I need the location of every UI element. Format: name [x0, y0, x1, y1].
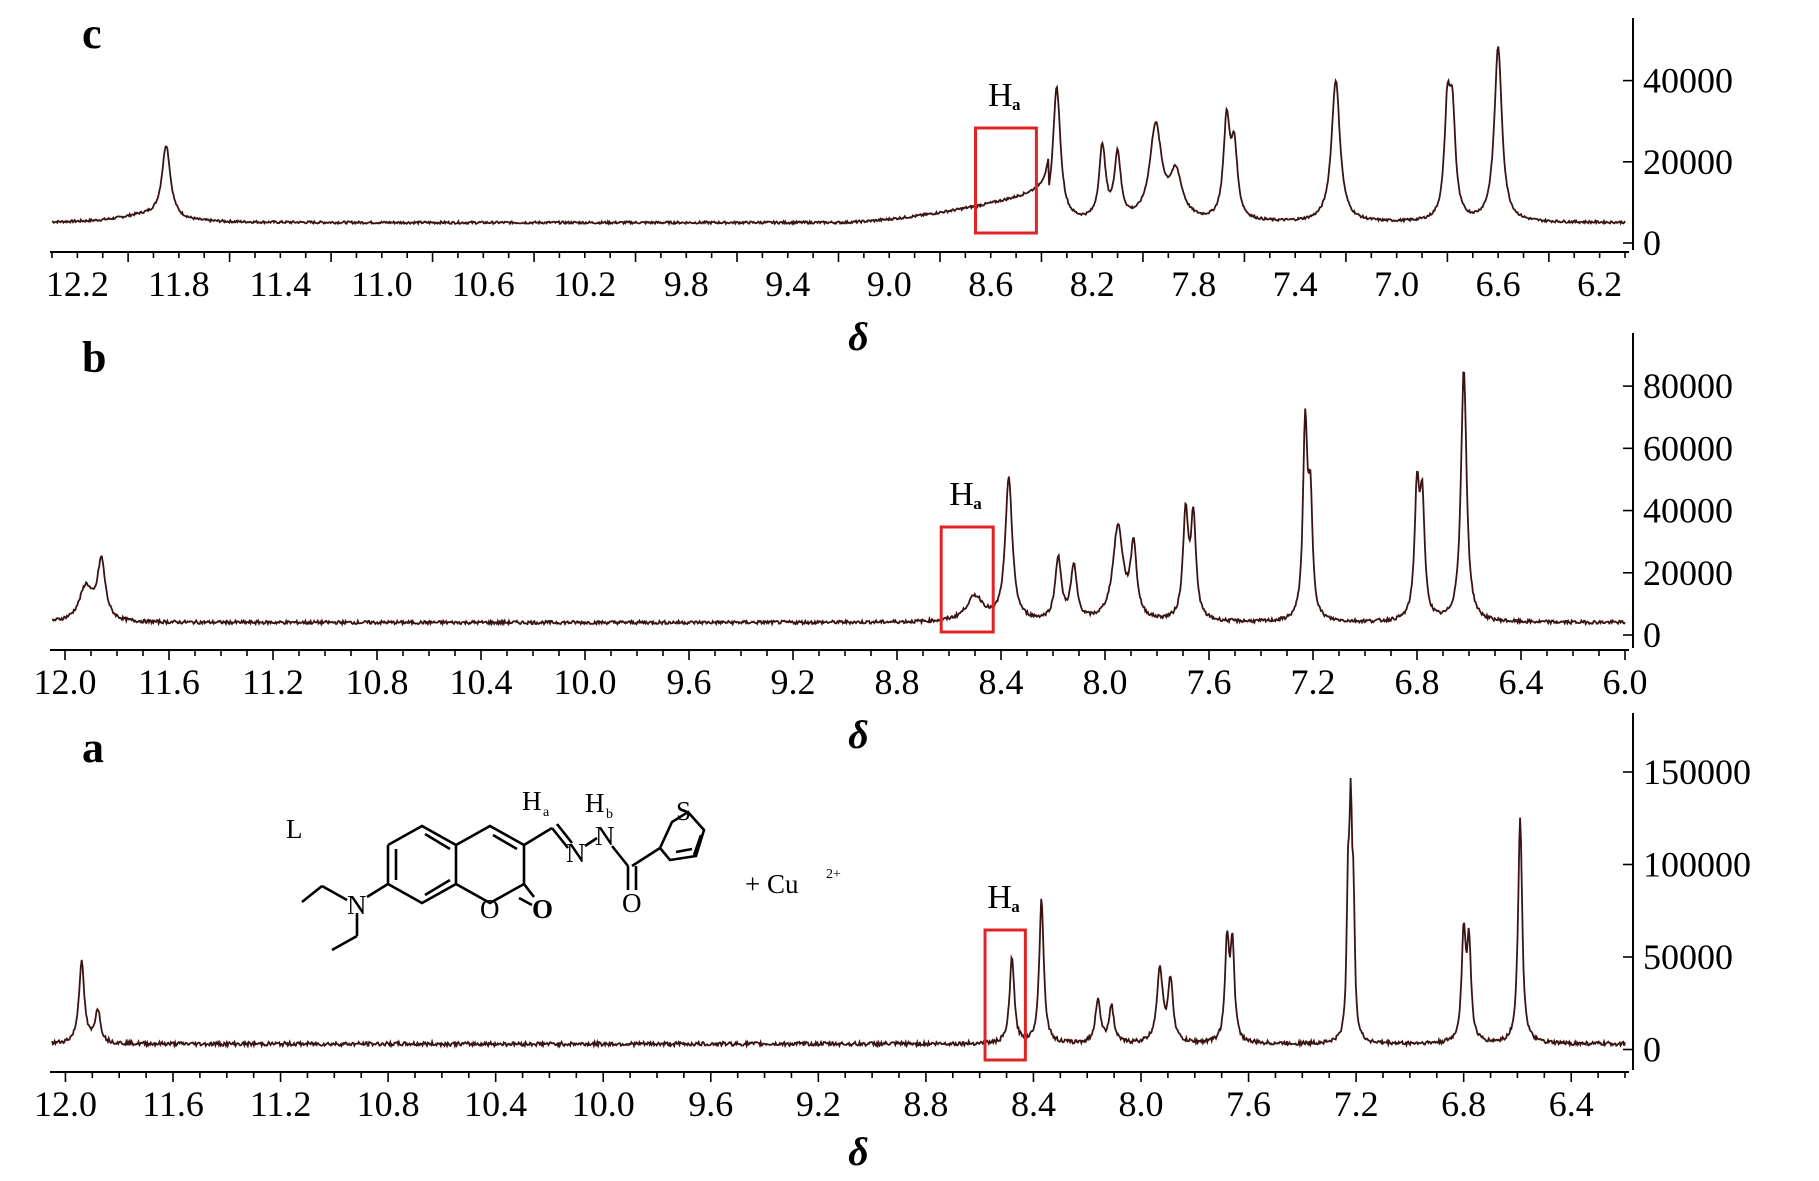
atom-hb-sub: b: [606, 807, 613, 822]
x-tick-label: 9.2: [771, 662, 816, 702]
x-tick-label: 9.8: [664, 264, 709, 304]
atom-ha-sub: a: [543, 805, 550, 820]
x-tick-label: 10.6: [452, 264, 515, 304]
y-tick-label: 20000: [1643, 553, 1733, 593]
ha-annotation: H: [949, 476, 974, 513]
y-tick-label: 40000: [1643, 491, 1733, 531]
x-tick-label: 10.8: [357, 1084, 420, 1124]
y-tick-label: 0: [1643, 223, 1661, 263]
x-tick-label: 7.0: [1374, 264, 1419, 304]
x-tick-label: 9.4: [765, 264, 810, 304]
atom-o-ring: O: [480, 894, 500, 924]
atom-n-imine: N: [566, 838, 586, 868]
y-tick-label: 150000: [1643, 752, 1751, 792]
x-tick-label: 8.0: [1083, 662, 1128, 702]
atom-o-amide: O: [622, 888, 642, 918]
ha-highlight-box: [939, 525, 995, 634]
ha-annotation-sub: a: [1011, 897, 1020, 916]
panel-a: a 12.0 11.6 11.2 10.8 10.4 10.0 9.6 9.2 8.8 8.4 8.0…: [34, 713, 1751, 1174]
chemical-structure: L: [286, 786, 841, 952]
atom-n-amide: N: [595, 821, 615, 851]
x-tick-label: 8.4: [1011, 1084, 1056, 1124]
structure-bonds: [301, 810, 706, 952]
x-tick-label: 10.4: [450, 662, 513, 702]
atom-o-carbonyl: O: [532, 894, 553, 924]
x-tick-label: 10.0: [554, 662, 617, 702]
y-tick-label: 0: [1643, 615, 1661, 655]
x-axis-label: δ: [848, 712, 869, 757]
x-tick-label: 10.2: [553, 264, 616, 304]
x-axis-label: δ: [848, 314, 869, 359]
x-tick-label: 9.2: [796, 1084, 841, 1124]
y-tick-label: 50000: [1643, 937, 1733, 977]
y-tick-label: 80000: [1643, 366, 1733, 406]
x-tick-label: 8.2: [1070, 264, 1115, 304]
ha-annotation: H: [987, 879, 1012, 916]
x-tick-label: 9.6: [688, 1084, 733, 1124]
x-tick-label: 6.8: [1441, 1084, 1486, 1124]
ha-highlight-box: [974, 126, 1038, 235]
atom-ha: H: [522, 786, 542, 816]
additive-label: + Cu: [745, 869, 799, 899]
x-tick-label: 12.2: [46, 264, 109, 304]
x-axis-label: δ: [848, 1129, 869, 1174]
x-tick-label: 11.8: [148, 264, 210, 304]
panel-b: b 12.0 11.6 11.2 10.8 10.4 10.0 9.6 9.2 8.8 8.4 8.0…: [34, 333, 1733, 757]
atom-hb: H: [585, 788, 605, 818]
x-tick-label: 7.2: [1291, 662, 1336, 702]
ha-annotation-sub: a: [973, 494, 982, 513]
x-tick-label: 11.0: [351, 264, 413, 304]
ha-annotation-sub: a: [1012, 95, 1021, 114]
ha-annotation: H: [988, 77, 1013, 114]
x-tick-label: 12.0: [34, 1084, 97, 1124]
y-tick-label: 100000: [1643, 845, 1751, 885]
panel-c: c 12.2 11.8 11.4 11.0 10.6 10.2 9.8 9.4 9.0 8.6 8.2…: [46, 9, 1733, 359]
y-tick-label: 0: [1643, 1030, 1661, 1070]
x-tick-label: 6.0: [1603, 662, 1648, 702]
x-tick-label: 10.8: [346, 662, 409, 702]
x-tick-label: 6.2: [1577, 264, 1622, 304]
compound-label: L: [286, 814, 303, 844]
x-tick-label: 8.6: [968, 264, 1013, 304]
x-tick-label: 6.4: [1549, 1084, 1594, 1124]
x-tick-label: 8.4: [979, 662, 1024, 702]
ha-highlight-box: [983, 928, 1027, 1062]
atom-n-amine: N: [347, 890, 367, 920]
y-tick-label: 40000: [1643, 61, 1733, 101]
x-tick-label: 11.4: [250, 264, 312, 304]
x-tick-label: 7.8: [1171, 264, 1216, 304]
x-tick-label: 10.0: [572, 1084, 635, 1124]
spectrum-line: [51, 371, 1626, 627]
x-tick-label: 7.2: [1334, 1084, 1379, 1124]
x-tick-label: 9.0: [867, 264, 912, 304]
x-tick-label: 11.2: [250, 1084, 312, 1124]
spectrum-line: [51, 777, 1626, 1050]
x-tick-label: 7.4: [1273, 264, 1318, 304]
panel-letter: a: [82, 723, 104, 772]
y-tick-label: 20000: [1643, 142, 1733, 182]
x-tick-label: 12.0: [34, 662, 97, 702]
y-tick-label: 60000: [1643, 428, 1733, 468]
x-tick-label: 8.8: [903, 1084, 948, 1124]
x-tick-label: 11.6: [138, 662, 200, 702]
x-tick-label: 9.6: [667, 662, 712, 702]
x-tick-label: 7.6: [1187, 662, 1232, 702]
atom-s: S: [676, 796, 691, 826]
panel-letter: c: [82, 9, 102, 58]
x-tick-label: 6.6: [1476, 264, 1521, 304]
x-tick-label: 6.4: [1499, 662, 1544, 702]
x-tick-label: 8.0: [1119, 1084, 1164, 1124]
x-tick-label: 10.4: [464, 1084, 527, 1124]
spectrum-line: [51, 46, 1626, 227]
x-tick-label: 8.8: [875, 662, 920, 702]
x-tick-label: 11.6: [142, 1084, 204, 1124]
x-tick-label: 11.2: [242, 662, 304, 702]
x-tick-label: 7.6: [1226, 1084, 1271, 1124]
additive-charge: 2+: [826, 867, 841, 882]
x-tick-label: 6.8: [1395, 662, 1440, 702]
panel-letter: b: [82, 333, 106, 382]
